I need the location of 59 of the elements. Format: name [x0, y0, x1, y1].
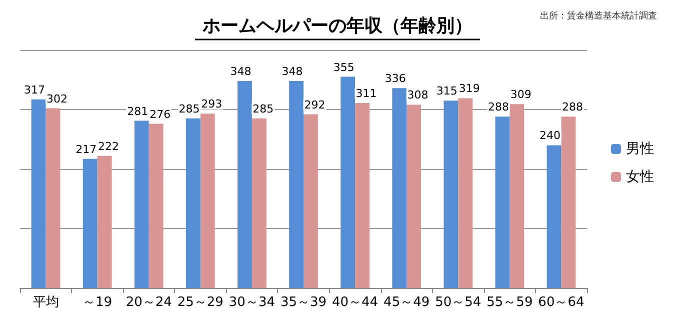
bar	[31, 99, 46, 288]
x-tick-label: 平均	[32, 295, 59, 310]
data-label: 240	[540, 129, 561, 142]
bar	[392, 88, 407, 288]
x-tick-label: 40～44	[332, 295, 378, 310]
data-label: 308	[407, 88, 428, 102]
data-label: 302	[46, 92, 68, 106]
bar	[406, 104, 422, 288]
data-label: 348	[230, 64, 252, 78]
legend-label: 男性	[626, 141, 654, 157]
data-label: 292	[304, 98, 326, 112]
bar	[444, 100, 458, 288]
x-tick-label: 55～59	[486, 295, 533, 310]
bar	[148, 124, 164, 288]
data-label: 217	[76, 142, 97, 156]
data-label: 293	[201, 98, 222, 111]
bar	[186, 118, 200, 288]
bar	[134, 120, 149, 288]
bar	[200, 114, 215, 288]
data-label: 309	[510, 88, 532, 102]
bar	[546, 145, 562, 288]
data-label: 319	[458, 82, 480, 96]
bar	[355, 102, 370, 288]
data-label: 315	[436, 84, 458, 98]
data-label: 281	[127, 104, 148, 118]
bar	[458, 98, 473, 288]
data-label: 311	[356, 86, 377, 100]
x-tick-label: 60～64	[538, 295, 584, 310]
data-label: 336	[384, 72, 406, 86]
x-tick-label: 50～54	[435, 295, 482, 310]
bar	[252, 118, 266, 288]
bar	[561, 116, 576, 288]
data-label: 285	[252, 102, 274, 116]
x-tick-label: 45～49	[384, 295, 430, 310]
x-tick-label: 20～24	[126, 295, 172, 310]
x-tick-label: 25～29	[177, 295, 224, 310]
chart-title: ホームヘルパーの年収（年齢別）	[202, 16, 472, 36]
bar	[82, 158, 98, 288]
data-label: 288	[562, 100, 583, 114]
bar	[510, 104, 524, 288]
bar	[238, 80, 252, 288]
bar	[340, 76, 356, 288]
x-tick-label: 30～34	[228, 295, 275, 310]
data-label: 276	[150, 108, 171, 121]
x-tick-label: ～19	[82, 295, 112, 310]
data-label: 348	[282, 64, 303, 78]
data-label: 288	[488, 100, 509, 114]
data-label: 222	[98, 140, 120, 153]
text: 出所：賃金構造基本統計調査	[540, 10, 657, 22]
bar	[97, 156, 112, 288]
bar	[289, 80, 304, 288]
x-tick-label: 35～39	[280, 295, 327, 310]
data-label: 285	[178, 102, 200, 116]
bar	[495, 116, 510, 288]
legend-label: 女性	[626, 169, 654, 185]
bar	[304, 114, 318, 288]
data-label: 355	[333, 60, 354, 74]
data-label: 317	[24, 83, 46, 96]
bar	[46, 108, 60, 288]
